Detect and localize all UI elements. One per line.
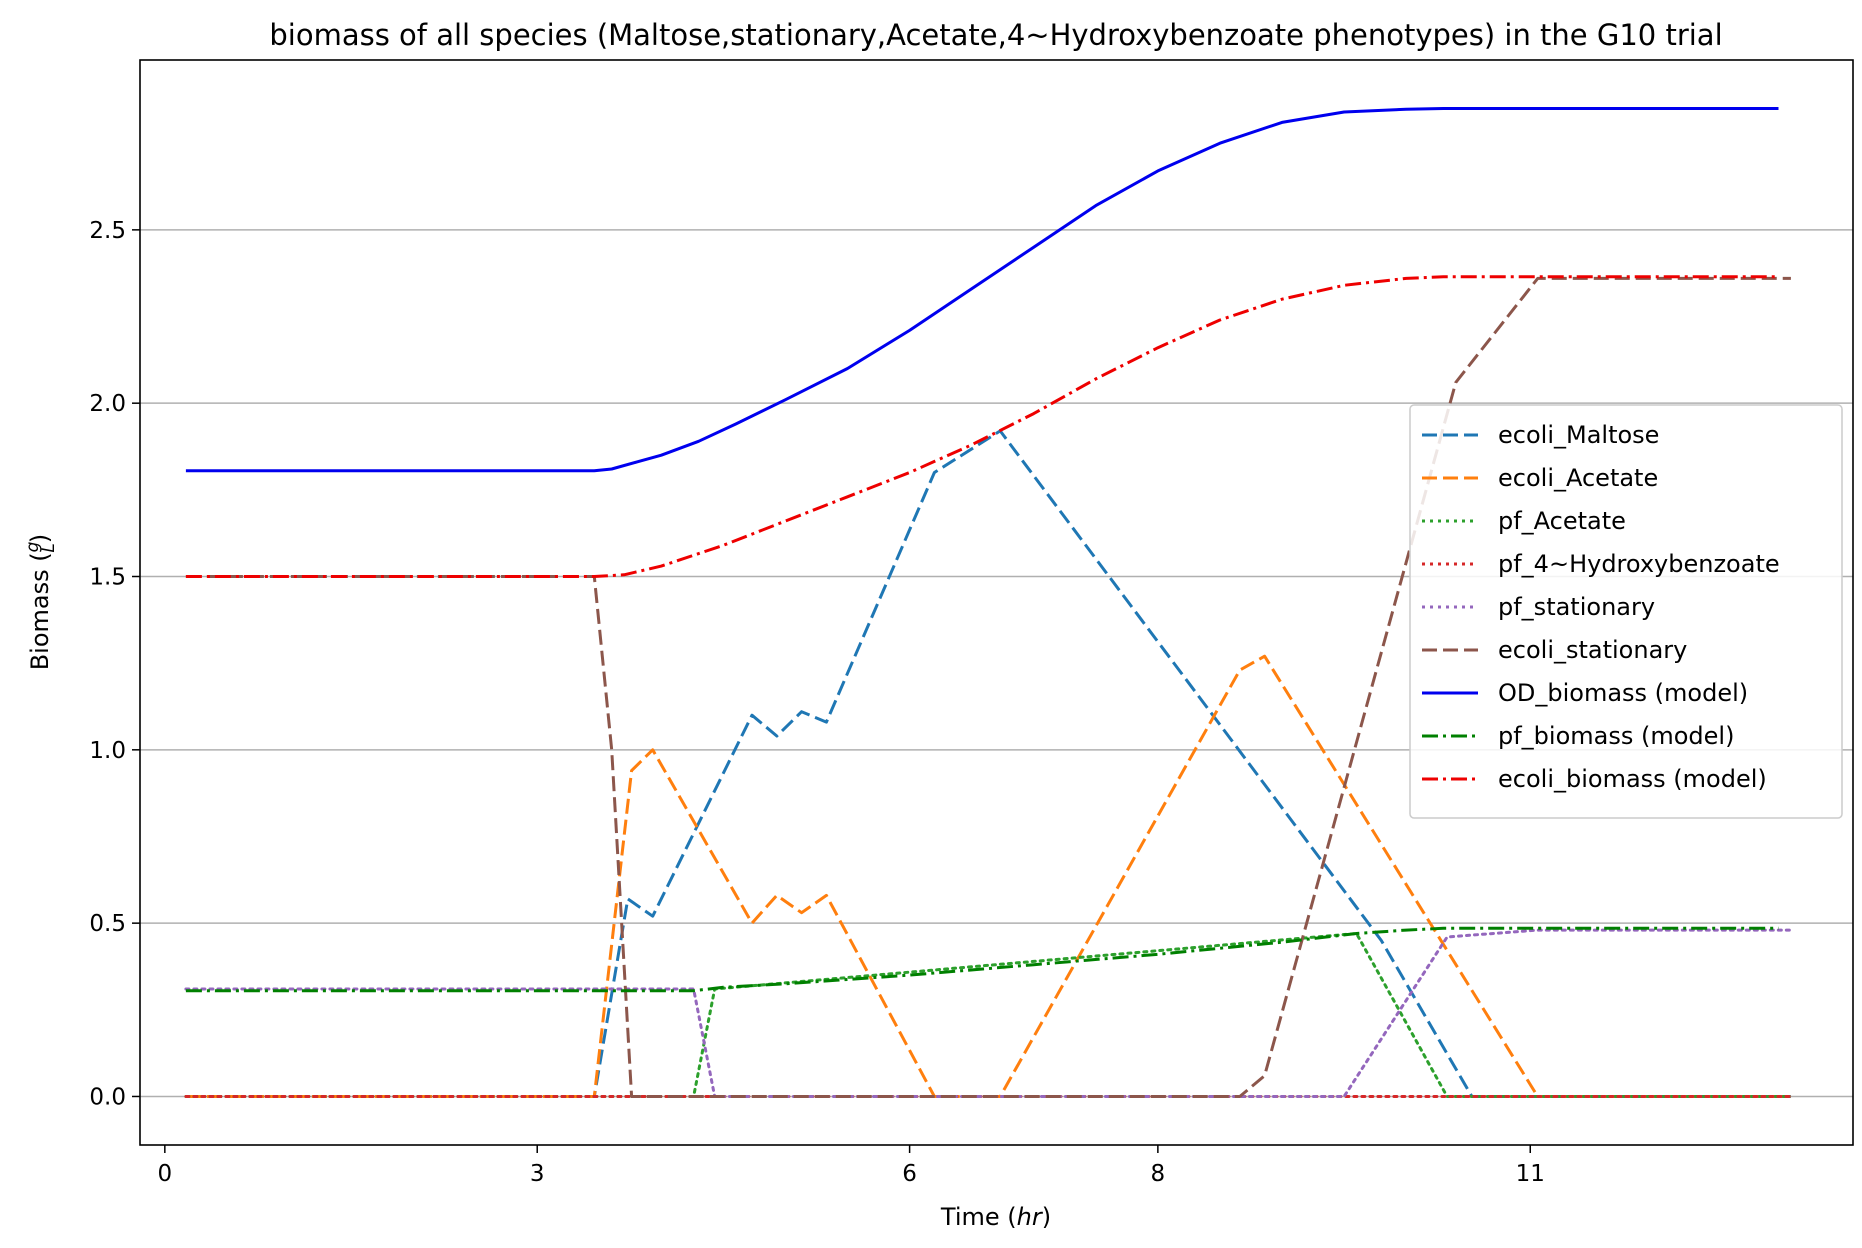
y-tick-label: 2.0	[89, 391, 126, 417]
y-axis-label: Biomass (gL)	[23, 534, 59, 671]
y-tick-label: 0.5	[89, 911, 126, 937]
y-tick-label: 0.0	[89, 1084, 126, 1110]
series-line-ecoli-acetate	[185, 654, 1791, 1098]
legend-label: ecoli_biomass (model)	[1498, 765, 1767, 793]
series-line-pf-biomass-model-	[185, 926, 1779, 993]
series-line-ecoli-stationary	[185, 276, 1791, 1098]
x-axis-label: Time (hr)	[940, 1203, 1051, 1231]
legend-label: ecoli_Maltose	[1498, 421, 1659, 449]
legend-box	[1409, 404, 1843, 819]
y-axis: 0.0 0.5 1.0 1.5 2.0 2.5	[89, 218, 140, 1110]
x-tick-label: 6	[902, 1161, 917, 1187]
chart-title: biomass of all species (Maltose,stationa…	[269, 18, 1722, 52]
legend: ecoli_Maltose ecoli_Acetate pf_Acetate pf_4…	[1409, 404, 1843, 819]
legend-label: pf_Acetate	[1498, 507, 1626, 535]
legend-label: pf_biomass (model)	[1498, 722, 1734, 750]
series-line-pf-stationary	[184, 928, 1793, 1098]
y-tick-label: 1.0	[89, 738, 126, 764]
series-layer	[184, 107, 1793, 1098]
legend-label: ecoli_Acetate	[1498, 464, 1658, 492]
series-line-od-biomass-model-	[185, 107, 1779, 473]
x-tick-label: 8	[1151, 1161, 1166, 1187]
legend-label: pf_stationary	[1498, 593, 1655, 621]
svg-text:Biomass (gL): Biomass (gL)	[23, 534, 59, 671]
legend-label: ecoli_stationary	[1498, 636, 1687, 664]
x-tick-label: 0	[158, 1161, 173, 1187]
x-tick-label: 3	[530, 1161, 545, 1187]
series-line-ecoli-biomass-model-	[185, 275, 1779, 578]
plot-frame	[139, 59, 1854, 1146]
y-tick-label: 1.5	[89, 565, 126, 591]
y-tick-label: 2.5	[89, 218, 126, 244]
x-axis: 0 3 6 8 11	[158, 1145, 1545, 1187]
series-line-ecoli-maltose	[185, 429, 1791, 1098]
legend-label: pf_4~Hydroxybenzoate	[1498, 550, 1780, 578]
x-tick-label: 11	[1516, 1161, 1545, 1187]
legend-label: OD_biomass (model)	[1498, 679, 1748, 707]
